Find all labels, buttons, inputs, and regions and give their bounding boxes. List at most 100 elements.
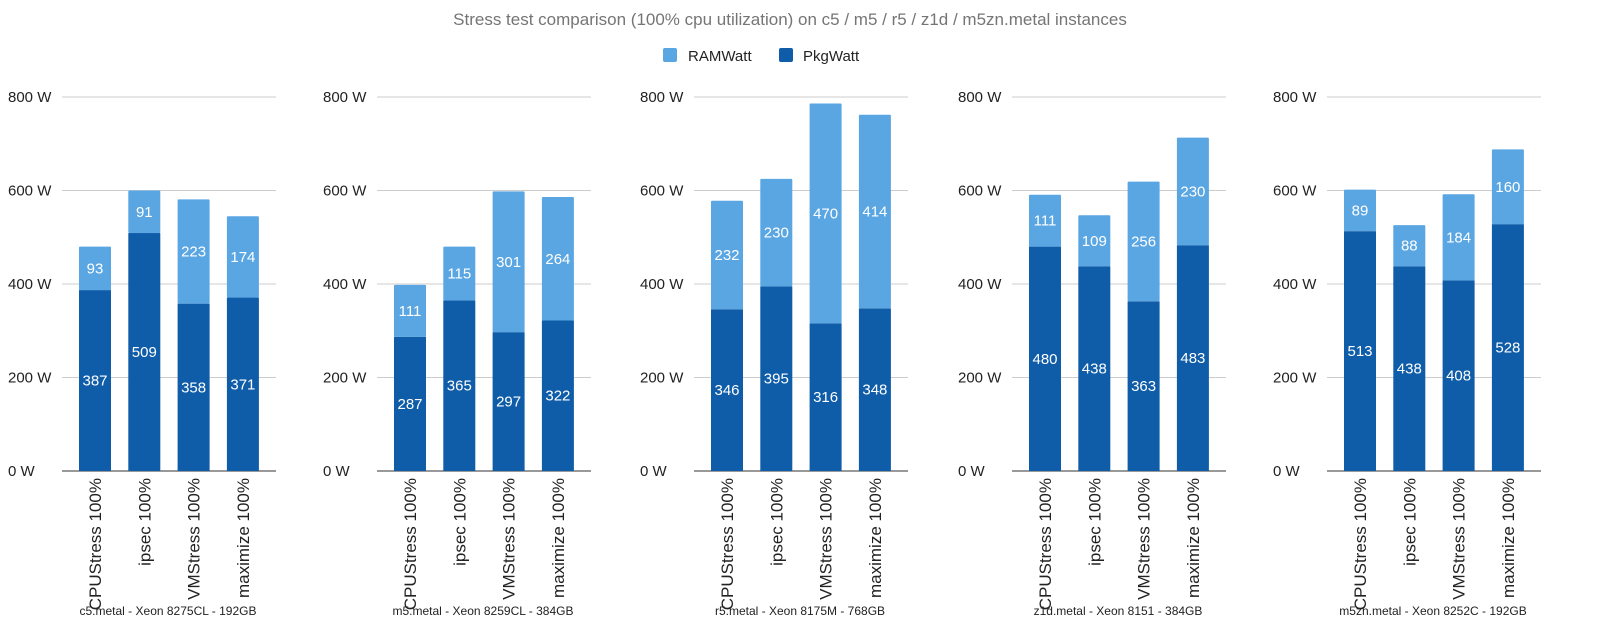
bar-pkgwatt bbox=[809, 323, 842, 471]
data-label-ramwatt: 230 bbox=[1180, 183, 1205, 200]
y-tick-label: 0 W bbox=[1273, 463, 1301, 480]
data-label-pkgwatt: 528 bbox=[1495, 340, 1520, 357]
data-label-ramwatt: 160 bbox=[1495, 179, 1520, 196]
data-label-pkgwatt: 480 bbox=[1032, 351, 1057, 368]
x-axis-title: m5zn.metal - Xeon 8252C - 192GB bbox=[1339, 604, 1526, 618]
data-label-ramwatt: 223 bbox=[181, 244, 206, 261]
data-label-ramwatt: 184 bbox=[1446, 229, 1471, 246]
data-label-ramwatt: 414 bbox=[862, 204, 887, 221]
x-category-label: ipsec 100% bbox=[1085, 478, 1104, 566]
bar-ramwatt bbox=[541, 197, 574, 321]
panel-2: 0 W 200 W 400 W 600 W 800 W 287 111 CPUStress 1… bbox=[323, 89, 591, 618]
bar-ramwatt bbox=[1029, 194, 1061, 247]
y-tick-label: 800 W bbox=[640, 89, 684, 106]
data-label-pkgwatt: 365 bbox=[447, 378, 472, 395]
data-label-ramwatt: 115 bbox=[447, 265, 471, 282]
x-category-label: maximize 100% bbox=[234, 478, 253, 598]
bar-ramwatt bbox=[1491, 149, 1524, 225]
y-tick-label: 200 W bbox=[1273, 370, 1317, 387]
y-tick-label: 600 W bbox=[8, 183, 52, 200]
legend-swatch-pkgwatt bbox=[779, 48, 793, 62]
data-label-ramwatt: 470 bbox=[813, 205, 838, 222]
x-category-label: maximize 100% bbox=[866, 478, 885, 598]
y-tick-label: 800 W bbox=[1273, 89, 1317, 106]
legend-label-pkgwatt: PkgWatt bbox=[803, 48, 860, 65]
data-label-pkgwatt: 316 bbox=[813, 389, 838, 406]
bar-ramwatt bbox=[1344, 189, 1376, 232]
data-label-pkgwatt: 371 bbox=[230, 376, 255, 393]
data-label-ramwatt: 256 bbox=[1131, 233, 1156, 250]
data-label-pkgwatt: 358 bbox=[181, 379, 206, 396]
y-tick-label: 400 W bbox=[958, 276, 1002, 293]
y-tick-label: 0 W bbox=[640, 463, 668, 480]
x-axis-title: m5.metal - Xeon 8259CL - 384GB bbox=[393, 604, 574, 618]
bar-ramwatt bbox=[1078, 215, 1111, 267]
bar-pkgwatt bbox=[760, 286, 793, 471]
bar-pkgwatt bbox=[858, 308, 891, 471]
x-axis-title: c5.metal - Xeon 8275CL - 192GB bbox=[80, 604, 257, 618]
y-tick-label: 800 W bbox=[8, 89, 52, 106]
y-tick-label: 600 W bbox=[1273, 183, 1317, 200]
y-tick-label: 200 W bbox=[958, 370, 1002, 387]
bar-ramwatt bbox=[858, 114, 891, 309]
bar-pkgwatt bbox=[492, 332, 525, 471]
y-tick-label: 400 W bbox=[640, 276, 684, 293]
data-label-ramwatt: 301 bbox=[496, 254, 521, 271]
legend-swatch-ramwatt bbox=[663, 48, 677, 62]
bar-ramwatt bbox=[443, 246, 476, 301]
bar-ramwatt bbox=[177, 199, 210, 304]
data-label-pkgwatt: 438 bbox=[1397, 361, 1422, 378]
data-label-ramwatt: 174 bbox=[230, 249, 255, 266]
data-label-pkgwatt: 395 bbox=[764, 371, 789, 388]
y-tick-label: 400 W bbox=[1273, 276, 1317, 293]
bar-ramwatt bbox=[1127, 181, 1160, 302]
data-label-pkgwatt: 513 bbox=[1347, 343, 1372, 360]
x-category-label: maximize 100% bbox=[549, 478, 568, 598]
bar-pkgwatt bbox=[1344, 231, 1376, 471]
data-label-ramwatt: 230 bbox=[764, 225, 789, 242]
bar-ramwatt bbox=[809, 103, 842, 324]
bar-pkgwatt bbox=[128, 233, 161, 471]
data-label-ramwatt: 232 bbox=[714, 247, 739, 264]
y-tick-label: 200 W bbox=[8, 370, 52, 387]
x-category-label: CPUStress 100% bbox=[401, 478, 420, 610]
legend: RAMWatt PkgWatt bbox=[663, 48, 860, 65]
data-label-pkgwatt: 348 bbox=[862, 382, 887, 399]
y-tick-label: 0 W bbox=[323, 463, 351, 480]
x-category-label: ipsec 100% bbox=[1400, 478, 1419, 566]
data-label-pkgwatt: 387 bbox=[82, 373, 107, 390]
y-tick-label: 200 W bbox=[323, 370, 367, 387]
x-category-label: VMStress 100% bbox=[1135, 478, 1154, 600]
data-label-ramwatt: 109 bbox=[1082, 233, 1107, 250]
x-category-label: VMStress 100% bbox=[500, 478, 519, 600]
data-label-pkgwatt: 509 bbox=[132, 344, 157, 361]
bar-pkgwatt bbox=[1393, 266, 1426, 471]
x-category-label: CPUStress 100% bbox=[1036, 478, 1055, 610]
bar-pkgwatt bbox=[1078, 266, 1111, 471]
bar-ramwatt bbox=[1442, 194, 1475, 281]
bar-pkgwatt bbox=[1491, 224, 1524, 471]
legend-label-ramwatt: RAMWatt bbox=[688, 48, 752, 65]
data-label-pkgwatt: 483 bbox=[1180, 350, 1205, 367]
x-category-label: ipsec 100% bbox=[450, 478, 469, 566]
bar-ramwatt bbox=[394, 284, 426, 337]
panel-3: 0 W 200 W 400 W 600 W 800 W 346 232 CPUStress 1… bbox=[640, 89, 908, 618]
y-tick-label: 0 W bbox=[958, 463, 986, 480]
x-category-label: ipsec 100% bbox=[135, 478, 154, 566]
data-label-ramwatt: 264 bbox=[545, 251, 570, 268]
bar-ramwatt bbox=[226, 216, 259, 298]
panel-1: 0 W 200 W 400 W 600 W 800 W 387 93 CPUStress 10… bbox=[8, 89, 276, 618]
bar-pkgwatt bbox=[1442, 280, 1475, 471]
bar-pkgwatt bbox=[79, 290, 111, 471]
y-tick-label: 600 W bbox=[640, 183, 684, 200]
data-label-pkgwatt: 297 bbox=[496, 394, 521, 411]
bar-pkgwatt bbox=[541, 320, 574, 471]
y-tick-label: 400 W bbox=[8, 276, 52, 293]
bar-ramwatt bbox=[711, 200, 743, 310]
bar-pkgwatt bbox=[1176, 245, 1209, 471]
x-category-label: maximize 100% bbox=[1184, 478, 1203, 598]
x-axis-title: r5.metal - Xeon 8175M - 768GB bbox=[715, 604, 885, 618]
data-label-pkgwatt: 346 bbox=[714, 382, 739, 399]
data-label-pkgwatt: 363 bbox=[1131, 378, 1156, 395]
